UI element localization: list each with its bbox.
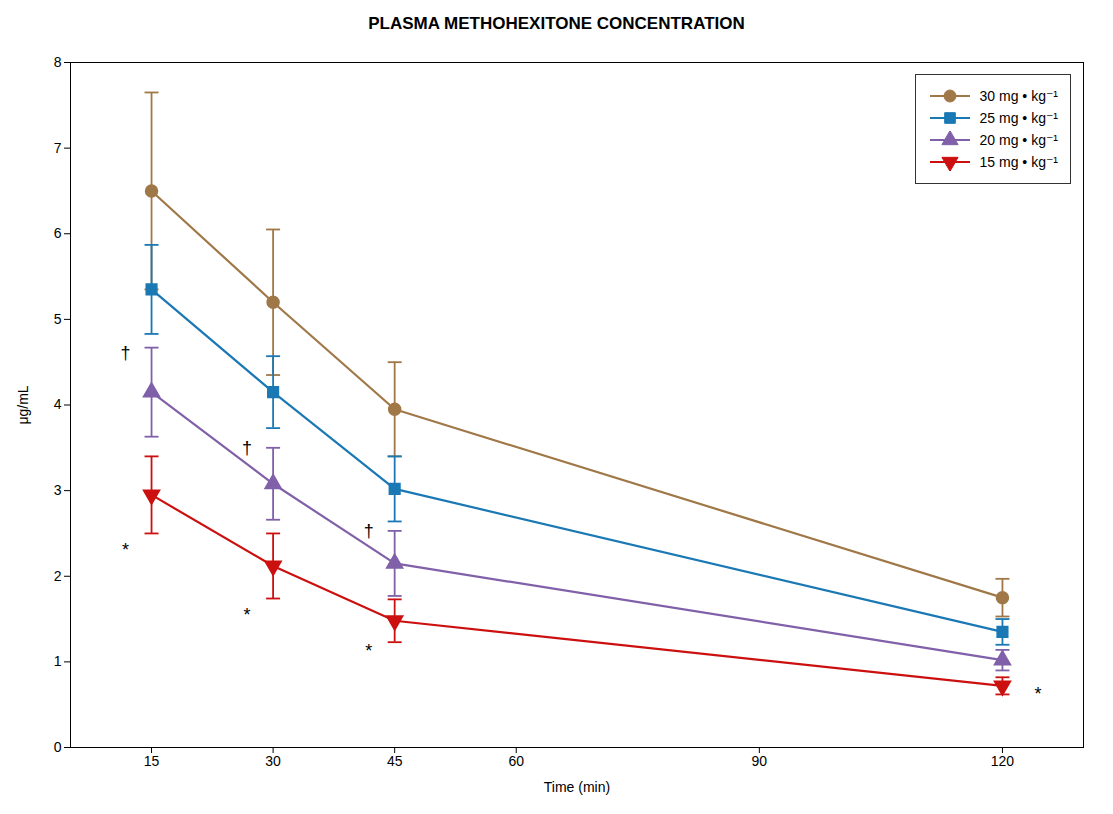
svg-text:8: 8 [54, 54, 62, 70]
html-text:PLASMA METHOHEXITONE CONCENTRA: PLASMA METHOHEXITONE CONCENTRATION [368, 14, 745, 33]
html-text:20 mg • kg⁻¹: 20 mg • kg⁻¹ [979, 132, 1058, 148]
svg-text:3: 3 [54, 482, 62, 498]
svg-text:45: 45 [387, 753, 403, 769]
svg-text:*: * [1034, 684, 1041, 704]
svg-text:6: 6 [54, 225, 62, 241]
svg-text:4: 4 [54, 396, 62, 412]
html-text:30 mg • kg⁻¹: 30 mg • kg⁻¹ [979, 88, 1058, 104]
svg-text:5: 5 [54, 311, 62, 327]
svg-text:†: † [242, 438, 252, 458]
svg-text:*: * [244, 605, 251, 625]
svg-text:μg/mL: μg/mL [15, 385, 31, 424]
svg-text:*: * [122, 540, 129, 560]
svg-text:†: † [364, 521, 374, 541]
html-text:15 mg • kg⁻¹: 15 mg • kg⁻¹ [979, 154, 1058, 170]
svg-text:15: 15 [144, 753, 160, 769]
svg-text:90: 90 [752, 753, 768, 769]
svg-text:0: 0 [54, 739, 62, 755]
svg-text:Time (min): Time (min) [544, 779, 610, 795]
svg-text:2: 2 [54, 568, 62, 584]
svg-text:30: 30 [265, 753, 281, 769]
svg-text:1: 1 [54, 653, 62, 669]
svg-text:120: 120 [991, 753, 1015, 769]
svg-text:60: 60 [508, 753, 524, 769]
html-text:25 mg • kg⁻¹: 25 mg • kg⁻¹ [979, 110, 1058, 126]
svg-text:†: † [121, 343, 131, 363]
svg-text:*: * [365, 641, 372, 661]
svg-text:7: 7 [54, 140, 62, 156]
